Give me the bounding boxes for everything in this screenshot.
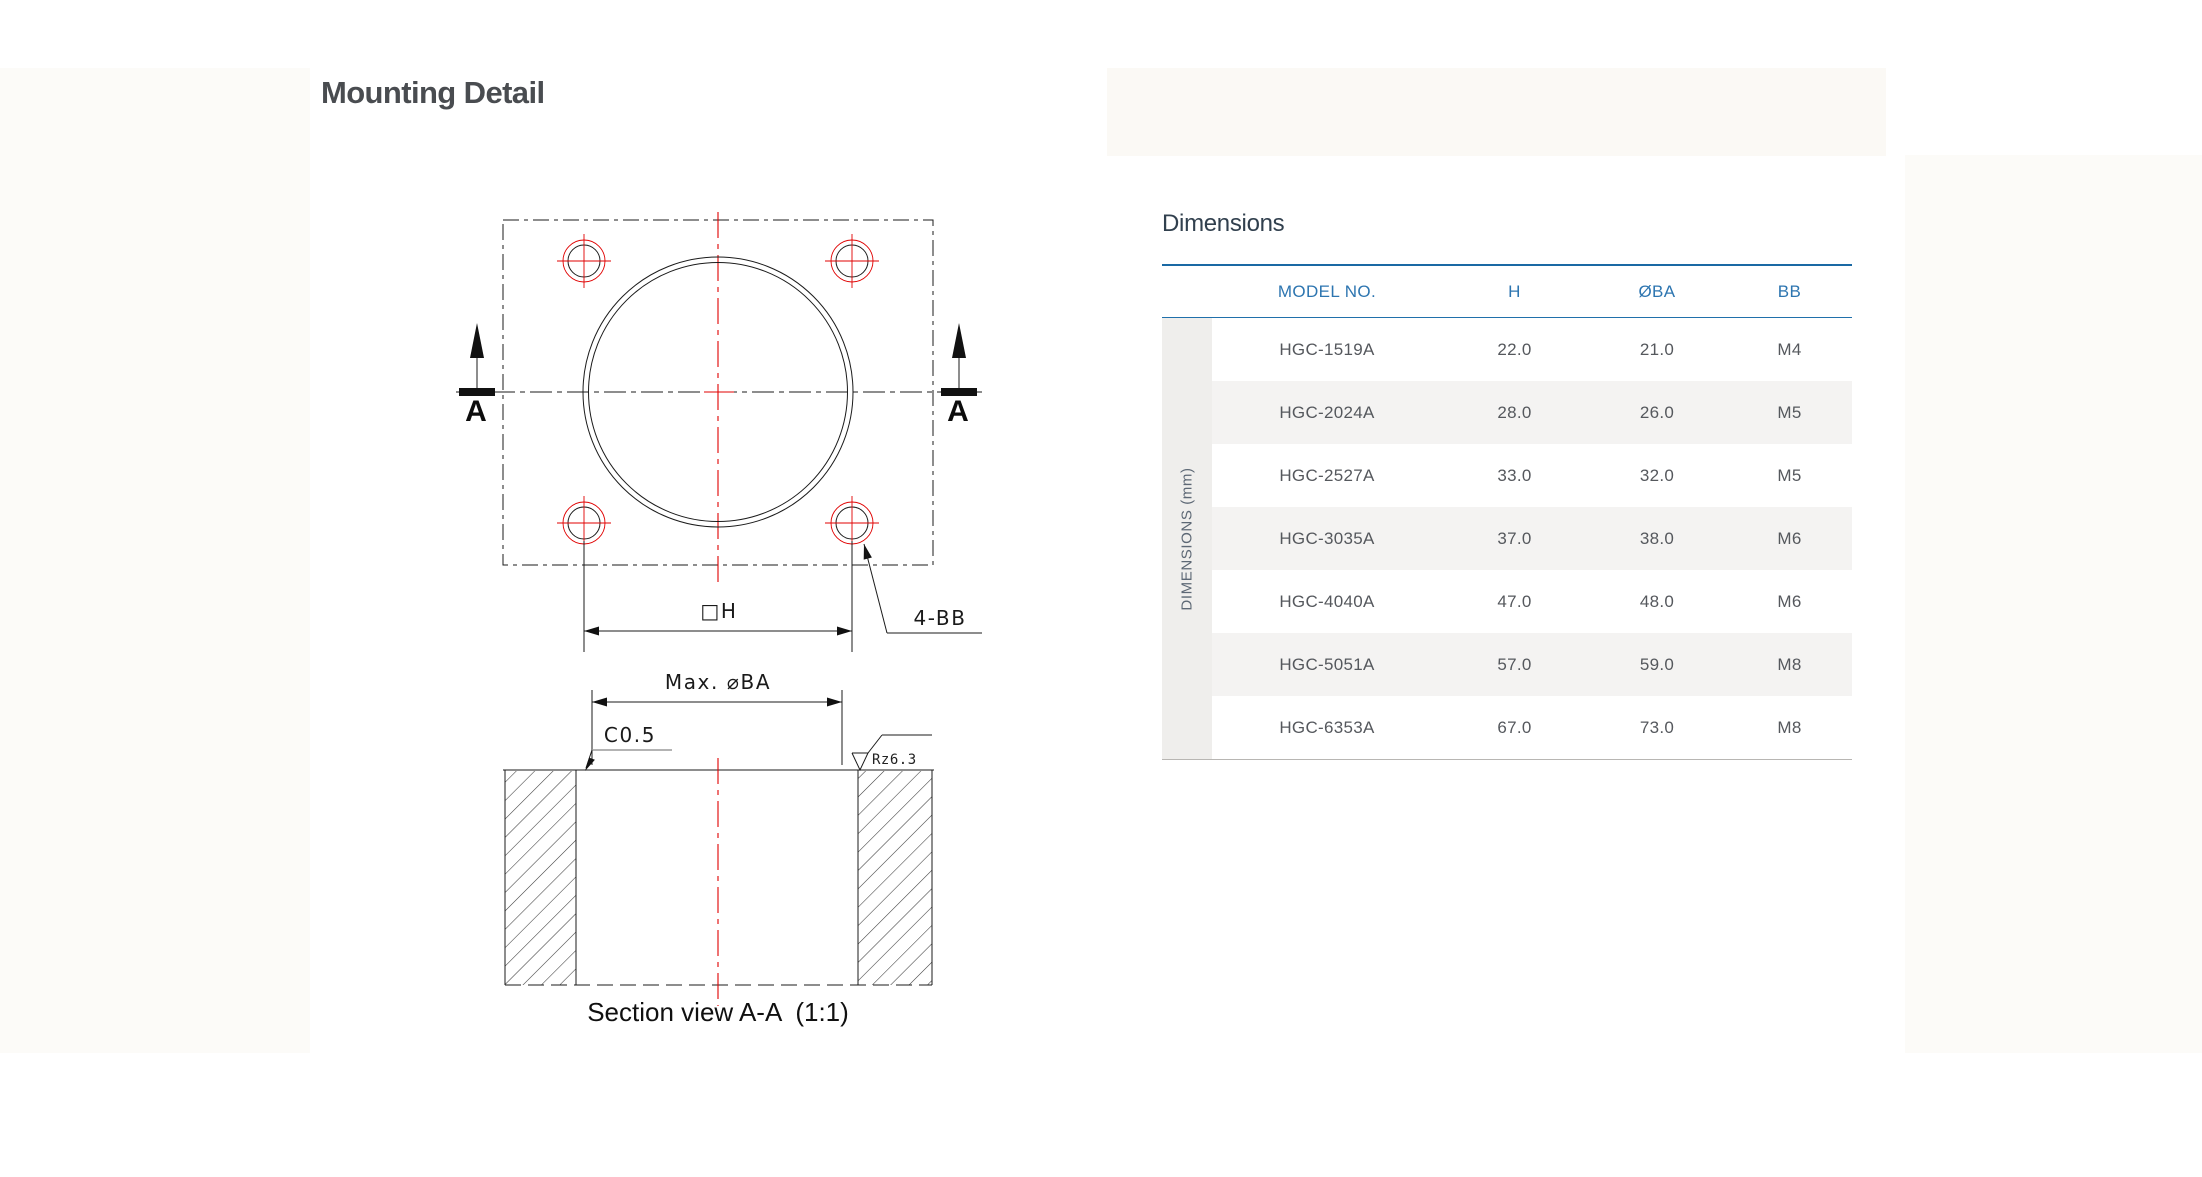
table-row: HGC-6353A 67.0 73.0 M8	[1162, 696, 1852, 759]
section-left-wall	[504, 770, 577, 985]
section-arrow-left: A	[459, 323, 495, 428]
column-header-h: H	[1508, 281, 1521, 301]
cell-bb: M6	[1777, 591, 1802, 611]
top-nav-bar	[0, 0, 2202, 68]
cell-model: HGC-5051A	[1279, 654, 1375, 674]
table-row: HGC-3035A 37.0 38.0 M6	[1162, 507, 1852, 570]
bolt-callout: 4-BB	[863, 543, 982, 634]
cell-model: HGC-3035A	[1279, 528, 1375, 548]
page-title: Mounting Detail	[321, 75, 545, 110]
chamfer-callout: C0.5	[585, 723, 672, 771]
background-right-margin	[1905, 155, 2202, 1053]
bolt-hole-top-right	[825, 234, 879, 288]
cell-model: HGC-6353A	[1279, 717, 1375, 737]
pilot-circle-inner	[588, 262, 848, 522]
cell-bb: M8	[1777, 717, 1802, 737]
cell-model: HGC-2024A	[1279, 402, 1375, 422]
background-left-margin	[0, 68, 310, 1053]
column-header-bb: BB	[1777, 281, 1802, 301]
section-view-drawing: Max. ⌀BA C0.5 Rz6.3 Section view A-A (1:…	[503, 670, 934, 1027]
cell-ba: 32.0	[1639, 465, 1675, 485]
table-header-row: MODEL NO. H ØBA BB	[1162, 264, 1852, 318]
cell-h: 47.0	[1497, 591, 1532, 611]
ba-dimension-label: Max. ⌀BA	[665, 670, 771, 694]
cell-ba: 38.0	[1639, 528, 1675, 548]
cell-h: 37.0	[1497, 528, 1532, 548]
cell-ba: 48.0	[1639, 591, 1675, 611]
table-row: HGC-2024A 28.0 26.0 M5	[1162, 381, 1852, 444]
section-arrow-right: A	[941, 323, 977, 428]
dimensions-heading: Dimensions	[1162, 210, 1285, 237]
table-row: HGC-1519A 22.0 21.0 M4	[1162, 318, 1852, 381]
cell-ba: 21.0	[1639, 339, 1675, 359]
cell-h: 33.0	[1497, 465, 1532, 485]
background-block-top-right	[1107, 68, 1886, 156]
cell-bb: M5	[1777, 465, 1802, 485]
table-row: HGC-5051A 57.0 59.0 M8	[1162, 633, 1852, 696]
cell-ba: 73.0	[1639, 717, 1675, 737]
section-label-right: A	[947, 395, 969, 428]
table-side-label: DIMENSIONS (mm)	[1162, 318, 1212, 759]
bolt-hole-top-left	[557, 234, 611, 288]
cell-model: HGC-4040A	[1279, 591, 1375, 611]
table-row: HGC-4040A 47.0 48.0 M6	[1162, 570, 1852, 633]
roughness-label: Rz6.3	[872, 752, 917, 768]
cell-ba: 26.0	[1639, 402, 1675, 422]
cell-h: 22.0	[1497, 339, 1532, 359]
chamfer-label: C0.5	[604, 723, 656, 747]
technical-drawing: A A □H 4-BB	[456, 212, 982, 1027]
roughness-symbol: Rz6.3	[851, 734, 932, 772]
section-label-left: A	[465, 395, 487, 428]
cell-model: HGC-1519A	[1279, 339, 1375, 359]
cell-model: HGC-2527A	[1279, 465, 1375, 485]
cell-h: 57.0	[1497, 654, 1532, 674]
cell-bb: M5	[1777, 402, 1802, 422]
h-dimension: □H	[583, 541, 853, 652]
dimensions-section: Dimensions MODEL NO. H ØBA BB DIMENSIONS…	[1162, 210, 1852, 760]
cell-bb: M8	[1777, 654, 1802, 674]
column-header-model: MODEL NO.	[1277, 281, 1377, 301]
section-right-wall	[857, 770, 933, 985]
top-view-drawing: A A □H 4-BB	[456, 212, 982, 652]
cell-bb: M6	[1777, 528, 1802, 548]
pilot-circle-outer	[582, 256, 854, 528]
section-view-caption: Section view A-A (1:1)	[587, 997, 849, 1027]
bolt-callout-label: 4-BB	[913, 606, 966, 630]
cell-bb: M4	[1777, 339, 1802, 359]
column-header-ba: ØBA	[1638, 281, 1676, 301]
h-dimension-label: □H	[700, 599, 737, 623]
table-side-label-text: DIMENSIONS (mm)	[1178, 466, 1196, 611]
cell-h: 28.0	[1497, 402, 1532, 422]
ba-dimension: Max. ⌀BA	[591, 670, 843, 765]
cell-h: 67.0	[1497, 717, 1532, 737]
cell-ba: 59.0	[1639, 654, 1675, 674]
table-row: HGC-2527A 33.0 32.0 M5	[1162, 444, 1852, 507]
table-body: DIMENSIONS (mm) HGC-1519A 22.0 21.0 M4 HGC-2…	[1162, 318, 1852, 760]
